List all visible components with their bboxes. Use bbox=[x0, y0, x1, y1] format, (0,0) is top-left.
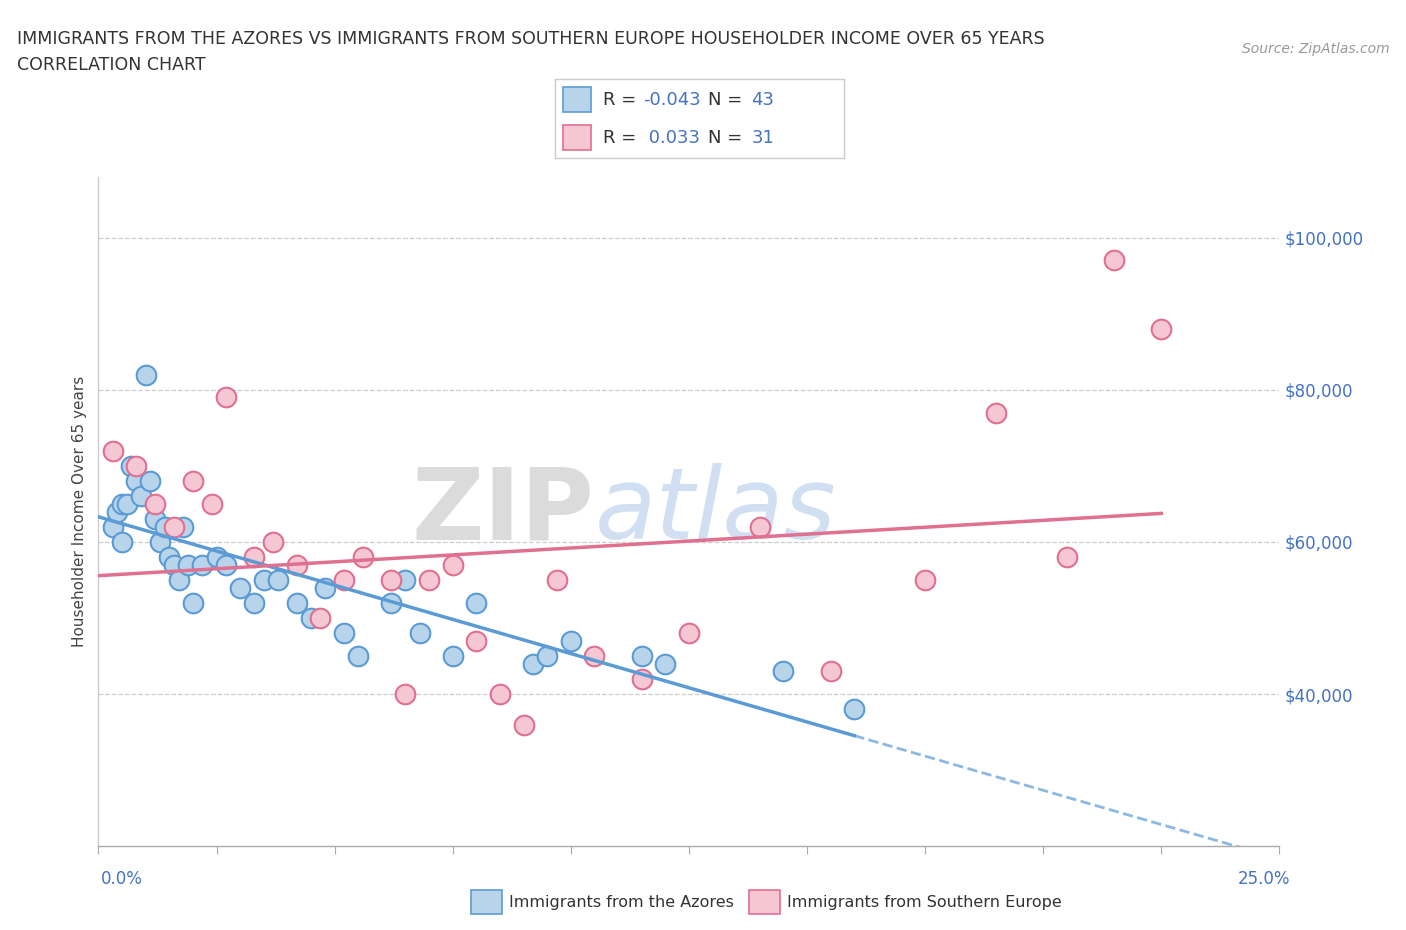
Point bbox=[772, 664, 794, 679]
Text: -0.043: -0.043 bbox=[644, 90, 702, 109]
Point bbox=[352, 550, 374, 565]
Point bbox=[333, 626, 356, 641]
Point bbox=[489, 686, 512, 701]
Point bbox=[394, 573, 416, 588]
Point bbox=[285, 595, 308, 610]
Point bbox=[441, 648, 464, 663]
Text: Immigrants from the Azores: Immigrants from the Azores bbox=[509, 895, 734, 910]
Point bbox=[253, 573, 276, 588]
Text: atlas: atlas bbox=[595, 463, 837, 560]
Point bbox=[125, 458, 148, 473]
Point bbox=[172, 519, 194, 534]
Point bbox=[418, 573, 440, 588]
Point bbox=[408, 626, 430, 641]
Point bbox=[285, 557, 308, 572]
Point bbox=[101, 519, 124, 534]
Point bbox=[512, 717, 534, 732]
Point bbox=[167, 573, 190, 588]
Point bbox=[299, 611, 322, 626]
Text: R =: R = bbox=[603, 128, 643, 147]
Point bbox=[181, 595, 204, 610]
Point bbox=[630, 671, 652, 686]
Point bbox=[101, 444, 124, 458]
Point bbox=[583, 648, 606, 663]
Text: Immigrants from Southern Europe: Immigrants from Southern Europe bbox=[787, 895, 1062, 910]
Text: N =: N = bbox=[709, 90, 748, 109]
Point bbox=[135, 367, 157, 382]
Point bbox=[215, 390, 238, 405]
Point bbox=[1150, 322, 1173, 337]
Point bbox=[163, 557, 186, 572]
Text: IMMIGRANTS FROM THE AZORES VS IMMIGRANTS FROM SOUTHERN EUROPE HOUSEHOLDER INCOME: IMMIGRANTS FROM THE AZORES VS IMMIGRANTS… bbox=[17, 30, 1045, 47]
Point bbox=[111, 497, 134, 512]
Text: 0.033: 0.033 bbox=[644, 128, 700, 147]
Point bbox=[1056, 550, 1078, 565]
Point bbox=[205, 550, 228, 565]
Point bbox=[314, 580, 336, 595]
Point bbox=[380, 573, 402, 588]
Point bbox=[215, 557, 238, 572]
Point bbox=[105, 504, 128, 519]
Point bbox=[181, 473, 204, 488]
Point bbox=[121, 458, 143, 473]
Point bbox=[309, 611, 332, 626]
Point bbox=[844, 702, 866, 717]
Point bbox=[143, 512, 166, 526]
Point bbox=[820, 664, 842, 679]
Point bbox=[125, 473, 148, 488]
Point bbox=[630, 648, 652, 663]
Point bbox=[201, 497, 224, 512]
Text: 31: 31 bbox=[751, 128, 775, 147]
Point bbox=[177, 557, 200, 572]
Point bbox=[441, 557, 464, 572]
Point bbox=[163, 519, 186, 534]
Point bbox=[111, 535, 134, 550]
Point bbox=[394, 686, 416, 701]
Point bbox=[153, 519, 176, 534]
Point bbox=[129, 489, 152, 504]
Point bbox=[984, 405, 1007, 420]
Point bbox=[347, 648, 370, 663]
Point bbox=[143, 497, 166, 512]
Point bbox=[243, 595, 266, 610]
Point bbox=[522, 657, 544, 671]
Point bbox=[139, 473, 162, 488]
Text: N =: N = bbox=[709, 128, 748, 147]
Point bbox=[1102, 253, 1125, 268]
Point bbox=[465, 633, 488, 648]
Point bbox=[560, 633, 582, 648]
Point bbox=[748, 519, 770, 534]
Text: 0.0%: 0.0% bbox=[101, 870, 143, 888]
Point bbox=[914, 573, 936, 588]
Point bbox=[229, 580, 252, 595]
Text: Source: ZipAtlas.com: Source: ZipAtlas.com bbox=[1241, 42, 1389, 56]
Point bbox=[678, 626, 700, 641]
Text: ZIP: ZIP bbox=[412, 463, 595, 560]
Text: R =: R = bbox=[603, 90, 643, 109]
Text: CORRELATION CHART: CORRELATION CHART bbox=[17, 56, 205, 73]
Point bbox=[546, 573, 568, 588]
Point bbox=[157, 550, 180, 565]
Text: 25.0%: 25.0% bbox=[1239, 870, 1291, 888]
Point bbox=[115, 497, 138, 512]
Y-axis label: Householder Income Over 65 years: Householder Income Over 65 years bbox=[72, 376, 87, 647]
Point bbox=[654, 657, 676, 671]
Point bbox=[149, 535, 172, 550]
Point bbox=[191, 557, 214, 572]
Point bbox=[536, 648, 558, 663]
Point bbox=[465, 595, 488, 610]
Point bbox=[243, 550, 266, 565]
FancyBboxPatch shape bbox=[562, 87, 592, 113]
Point bbox=[262, 535, 284, 550]
FancyBboxPatch shape bbox=[562, 125, 592, 151]
Text: 43: 43 bbox=[751, 90, 775, 109]
Point bbox=[267, 573, 290, 588]
Point bbox=[333, 573, 356, 588]
Point bbox=[380, 595, 402, 610]
